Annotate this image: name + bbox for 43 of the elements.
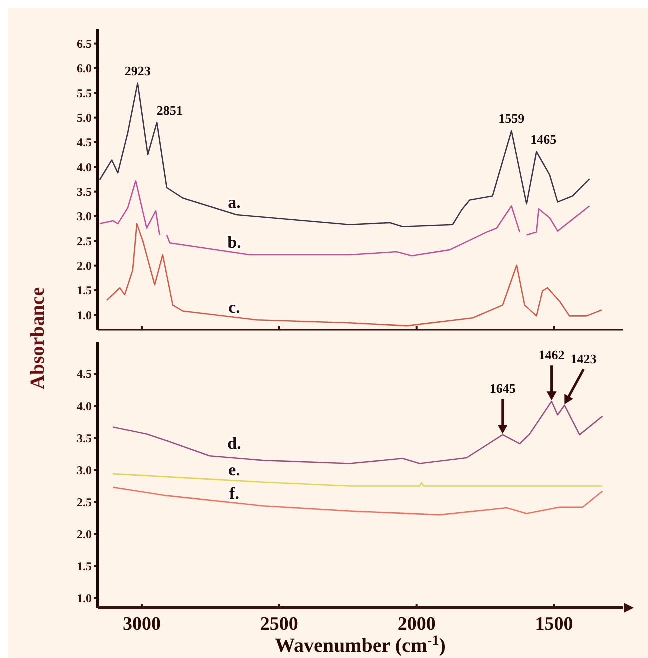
- annotation: 1465: [530, 132, 558, 147]
- y-tick-label: 5.5: [77, 86, 92, 100]
- y-tick-label: 4.5: [77, 136, 92, 150]
- y-tick-label: 3.5: [77, 185, 92, 200]
- y-tick-label: 4.0: [77, 399, 92, 414]
- y-tick-label: 4.5: [77, 367, 92, 382]
- y-tick-label: 3.5: [77, 431, 92, 446]
- annotation: 2923: [124, 63, 152, 78]
- annotation: 1423: [570, 351, 598, 366]
- y-tick-label: 5.0: [77, 111, 92, 126]
- x-tick-label: 2500: [260, 614, 298, 635]
- y-tick-label: 6.5: [77, 37, 92, 52]
- y-axis-title: Absorbance: [27, 287, 49, 390]
- line-series: [106, 223, 602, 327]
- x-tick-label: 1500: [535, 614, 574, 635]
- series-label: a.: [228, 193, 241, 212]
- y-tick-label: 2.0: [77, 259, 92, 274]
- y-tick-label: 1.0: [77, 308, 92, 322]
- y-tick-label: 3.0: [77, 210, 92, 224]
- line-series: [112, 400, 604, 464]
- annotation: 1462: [538, 348, 565, 363]
- x-tick-label: 2000: [398, 614, 436, 635]
- x-tick-label: 3000: [122, 614, 161, 635]
- x-axis-title: Wavenumber (cm$^{-1}$): [275, 634, 446, 657]
- annotation: 1559: [498, 111, 526, 126]
- y-tick-label: 2.5: [77, 234, 92, 248]
- y-tick-label: 1.0: [77, 592, 92, 606]
- series-label: b.: [228, 233, 242, 252]
- y-tick-label: 2.0: [77, 527, 92, 542]
- series-label: e.: [228, 460, 240, 480]
- series-label: f.: [230, 484, 240, 504]
- series-label: d.: [228, 434, 242, 454]
- y-tick-label: 4.0: [77, 160, 92, 174]
- y-tick-label: 3.0: [77, 463, 92, 478]
- y-tick-label: 2.5: [77, 495, 92, 510]
- annotation: 1645: [490, 380, 516, 396]
- y-tick-label: 6.0: [77, 62, 92, 76]
- y-tick-label: 1.5: [77, 284, 92, 298]
- annotation: 2851: [156, 102, 183, 118]
- y-tick-label: 1.5: [77, 560, 92, 574]
- series-label: c.: [228, 298, 240, 318]
- line-series: [112, 486, 604, 516]
- line-series: [99, 82, 590, 228]
